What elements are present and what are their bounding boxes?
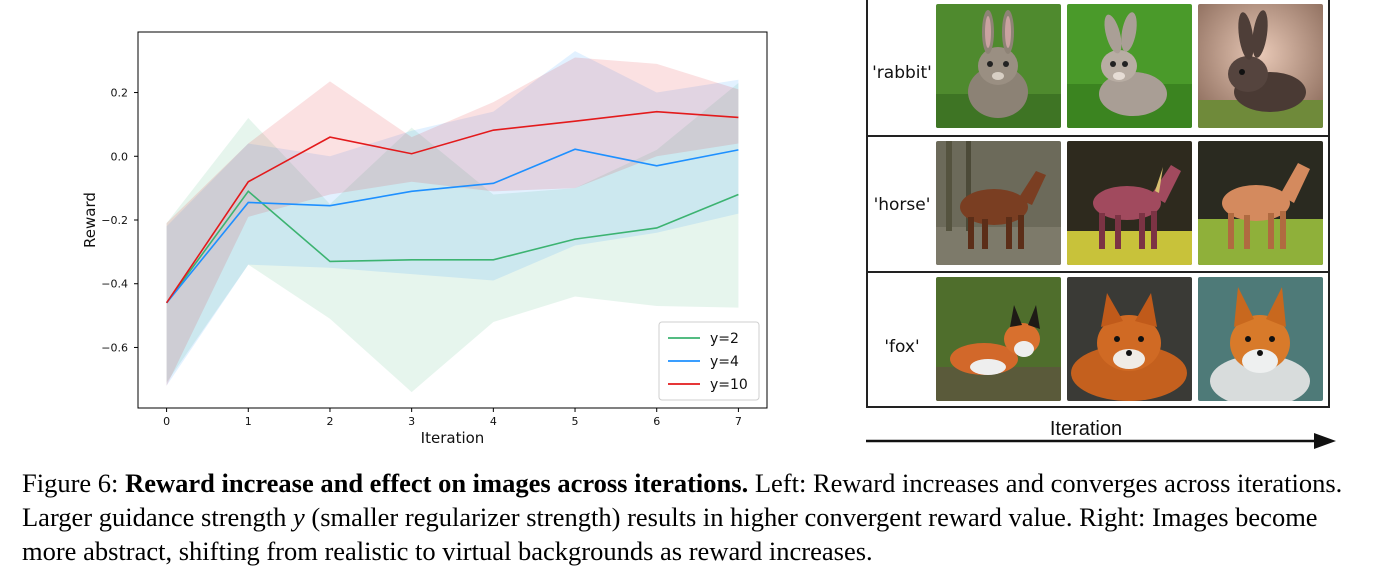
y-axis-label: Reward (81, 192, 99, 248)
x-axis-label: Iteration (421, 429, 485, 447)
fox-abstract-picture (1198, 277, 1323, 401)
rabbit-abstract-picture (1198, 4, 1323, 128)
x-axis-ticks: 0 1 2 3 4 5 6 7 (163, 408, 742, 428)
caption-text-2: (smaller regularizer strength) results i… (22, 502, 1318, 566)
rabbit-mid-picture (1067, 4, 1192, 128)
row-label-fox: 'fox' (884, 337, 920, 357)
y-tick-label: 0.0 (111, 150, 129, 163)
image-grid: 'rabbit' (866, 0, 1330, 408)
x-tick-label: 2 (326, 415, 333, 428)
grid-row-rabbit: 'rabbit' (868, 0, 1328, 134)
grid-row-horse: 'horse' (868, 135, 1328, 271)
iteration-axis-label: Iteration (1049, 418, 1123, 440)
caption-bold-title: Reward increase and effect on images acr… (125, 468, 749, 498)
confidence-bands (166, 51, 739, 393)
x-tick-label: 7 (735, 415, 742, 428)
line-y=10 (165, 110, 739, 304)
iteration-arrow-icon (866, 433, 1336, 449)
x-tick-label: 0 (163, 415, 170, 428)
y-tick-label: −0.2 (101, 214, 128, 227)
rabbit-image-iter-late (1198, 4, 1323, 128)
row-label-horse: 'horse' (873, 195, 931, 215)
horse-image-iter-late (1198, 141, 1323, 265)
horse-abstract-picture (1198, 141, 1323, 265)
fox-mid-picture (1067, 277, 1192, 401)
y-axis-ticks: 0.2 0.0 −0.2 −0.4 −0.6 (101, 87, 138, 354)
rabbit-realistic-picture (936, 4, 1061, 128)
line-y=4 (165, 148, 739, 304)
fox-realistic-picture (936, 277, 1061, 401)
band-y=2 (166, 82, 739, 393)
series-lines (165, 110, 739, 304)
x-tick-label: 4 (490, 415, 497, 428)
caption-text-1: Left: Reward increases and converges acr… (22, 468, 1343, 532)
legend-label-y=2: y=2 (710, 331, 739, 347)
x-tick-label: 1 (245, 415, 252, 428)
x-tick-label: 6 (653, 415, 660, 428)
rabbit-image-iter-early (936, 4, 1061, 128)
legend-box (658, 321, 760, 401)
y-tick-label: 0.2 (111, 87, 129, 100)
band-y=10 (166, 57, 739, 386)
caption-prefix: Figure 6: (22, 468, 126, 498)
horse-image-iter-early (936, 141, 1061, 265)
chart-legend: y=2 y=4 y=10 (658, 321, 760, 401)
figure-caption: Figure 6: Reward increase and effect on … (22, 466, 1372, 568)
band-y=4 (166, 51, 739, 386)
horse-image-iter-mid (1067, 141, 1192, 265)
horse-mid-picture (1067, 141, 1192, 265)
horse-realistic-picture (936, 141, 1061, 265)
legend-label-y=10: y=10 (710, 377, 748, 393)
rabbit-image-iter-mid (1067, 4, 1192, 128)
fox-image-iter-early (936, 277, 1061, 401)
fox-image-iter-late (1198, 277, 1323, 401)
y-tick-label: −0.6 (101, 341, 128, 354)
grid-row-fox: 'fox' (868, 271, 1328, 406)
legend-label-y=4: y=4 (710, 354, 739, 370)
fox-image-iter-mid (1067, 277, 1192, 401)
iteration-axis: Iteration (866, 418, 1336, 452)
caption-variable: y (293, 502, 305, 532)
y-tick-label: −0.4 (101, 278, 128, 291)
x-tick-label: 3 (408, 415, 415, 428)
x-tick-label: 5 (572, 415, 579, 428)
row-label-rabbit: 'rabbit' (872, 63, 932, 83)
reward-line-chart: 0 1 2 3 4 5 6 7 0.2 0.0 −0.2 −0.4 −0.6 Iteration Re… (81, 31, 768, 447)
